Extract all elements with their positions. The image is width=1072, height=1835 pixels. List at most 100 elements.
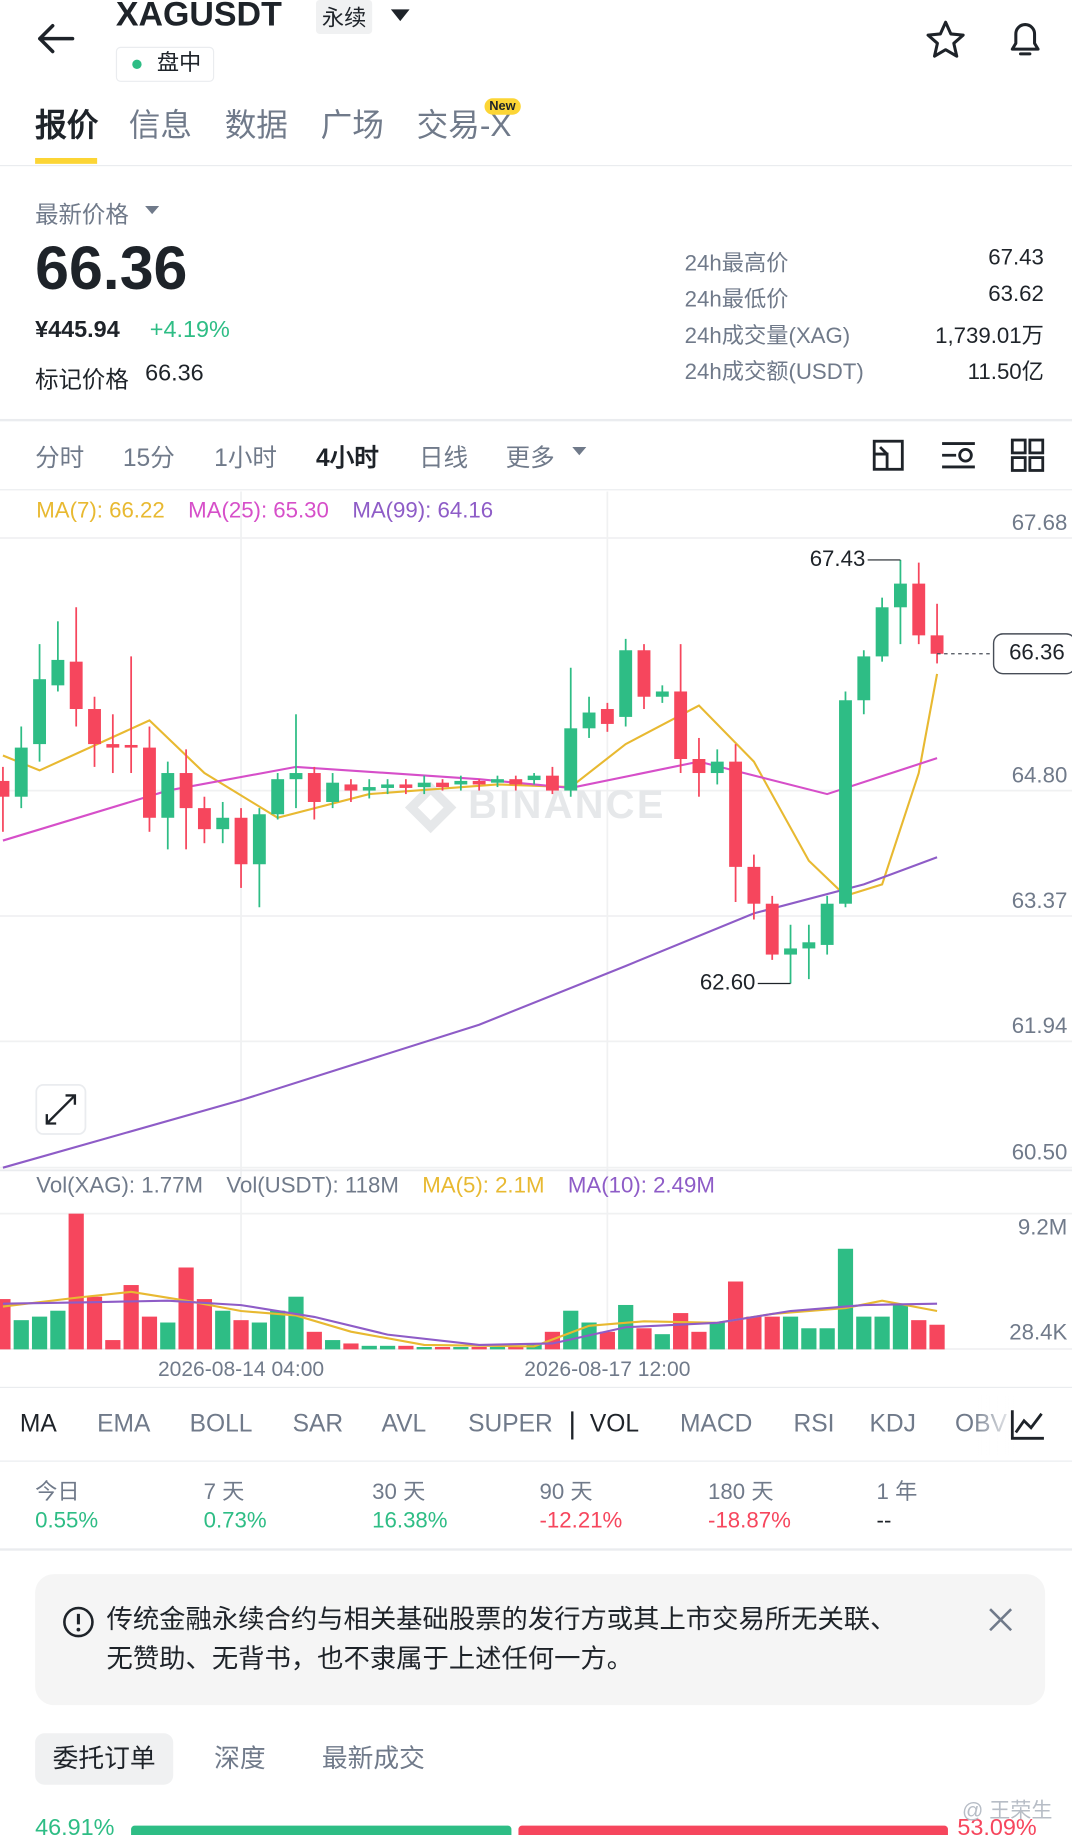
indicator[interactable]: AVL bbox=[381, 1410, 427, 1438]
y-tick-label: 60.50 bbox=[1012, 1140, 1068, 1165]
interval[interactable]: 15分 bbox=[122, 444, 175, 472]
volume-bar bbox=[911, 1320, 927, 1350]
indicator[interactable]: SAR bbox=[292, 1410, 344, 1438]
price-label[interactable]: 最新价格 bbox=[35, 202, 129, 229]
alert-button[interactable] bbox=[1002, 16, 1049, 63]
divider bbox=[0, 1386, 1072, 1388]
candle bbox=[491, 775, 504, 788]
indicator[interactable]: VOL bbox=[589, 1410, 640, 1438]
close-notice[interactable] bbox=[985, 1604, 1015, 1634]
volume-bar bbox=[361, 1345, 377, 1350]
order-tab[interactable]: 委托订单 bbox=[35, 1733, 174, 1785]
expand-button[interactable] bbox=[35, 1083, 87, 1135]
period-label: 今日 bbox=[35, 1480, 80, 1506]
indicator[interactable]: RSI bbox=[793, 1410, 835, 1438]
candle bbox=[912, 562, 926, 645]
volume-bar bbox=[691, 1331, 707, 1350]
period-change: -18.87% bbox=[708, 1508, 791, 1534]
candle bbox=[399, 779, 413, 795]
indicator[interactable]: SUPER bbox=[468, 1410, 553, 1438]
volume-bar bbox=[343, 1343, 359, 1350]
candle-body bbox=[619, 650, 633, 717]
dropdown[interactable] bbox=[389, 7, 412, 23]
candle bbox=[729, 744, 743, 902]
more-dropdown[interactable] bbox=[571, 445, 587, 459]
volume-bar bbox=[837, 1248, 854, 1350]
candle bbox=[747, 854, 761, 920]
candle-body bbox=[362, 787, 376, 791]
interval[interactable]: 4小时 bbox=[315, 444, 379, 472]
volume-bar bbox=[306, 1331, 322, 1350]
legend-entry: Vol(XAG): 1.77M bbox=[36, 1173, 203, 1198]
indicator-settings[interactable] bbox=[1009, 1407, 1046, 1442]
indicator[interactable]: KDJ bbox=[869, 1410, 916, 1438]
interval[interactable]: 更多 bbox=[505, 444, 555, 472]
back-button[interactable] bbox=[33, 21, 80, 56]
period-change: 16.38% bbox=[372, 1508, 448, 1534]
candle bbox=[802, 924, 816, 980]
tab[interactable]: 信息 bbox=[128, 107, 192, 143]
candle-body bbox=[857, 656, 871, 701]
candle-body bbox=[527, 775, 541, 781]
notice-text: 传统金融永续合约与相关基础股票的发行方或其上市交易所无关联、无赞助、无背书，也不… bbox=[106, 1604, 897, 1674]
candle bbox=[124, 656, 138, 774]
candle bbox=[619, 638, 633, 727]
candle-body bbox=[69, 661, 83, 710]
order-tab[interactable]: 最新成交 bbox=[321, 1743, 425, 1774]
stat-label: 24h成交额(USDT) bbox=[684, 360, 864, 386]
period-label: 1 年 bbox=[876, 1480, 918, 1506]
candle bbox=[381, 779, 395, 795]
candle-body bbox=[930, 635, 944, 654]
candle bbox=[564, 667, 578, 797]
candle bbox=[143, 726, 156, 832]
volume-bar bbox=[636, 1328, 652, 1350]
sell-bar bbox=[518, 1825, 948, 1835]
volume-bar bbox=[86, 1296, 103, 1350]
candle bbox=[179, 749, 193, 850]
candle bbox=[857, 650, 871, 715]
legend-entry: MA(7): 66.22 bbox=[36, 497, 164, 522]
candle bbox=[326, 773, 340, 809]
volume-bar bbox=[819, 1328, 835, 1350]
layout-icon[interactable] bbox=[1010, 438, 1045, 473]
tab[interactable]: 广场 bbox=[320, 107, 384, 143]
volume-bar bbox=[288, 1296, 304, 1350]
period-label: 30 天 bbox=[372, 1480, 426, 1506]
contract-badge: 永续 bbox=[315, 0, 373, 34]
indicator[interactable]: EMA bbox=[97, 1410, 151, 1438]
ma-line bbox=[2, 856, 938, 1169]
interval[interactable]: 1小时 bbox=[214, 444, 277, 472]
interval[interactable]: 分时 bbox=[35, 444, 85, 472]
divider bbox=[0, 418, 1072, 422]
candle-body bbox=[197, 808, 211, 830]
candle bbox=[600, 702, 614, 732]
candle-body bbox=[710, 761, 724, 774]
order-tab[interactable]: 深度 bbox=[214, 1743, 266, 1774]
volume-bar bbox=[325, 1340, 341, 1350]
price-dropdown[interactable] bbox=[143, 204, 162, 218]
mark-price: 66.36 bbox=[145, 360, 204, 387]
candle-body bbox=[289, 773, 303, 780]
tab[interactable]: 报价 bbox=[35, 107, 99, 143]
indicator[interactable]: MA bbox=[19, 1410, 57, 1438]
stat-label: 24h最高价 bbox=[684, 251, 789, 277]
candle bbox=[51, 621, 65, 692]
legend-entry: MA(5): 2.1M bbox=[422, 1173, 544, 1198]
settings-icon[interactable] bbox=[940, 438, 977, 473]
interval[interactable]: 日线 bbox=[418, 444, 469, 472]
stat-value: 1,739.01万 bbox=[935, 324, 1044, 349]
candle-body bbox=[14, 747, 28, 797]
tab[interactable]: 数据 bbox=[224, 107, 288, 143]
depth-icon[interactable] bbox=[871, 438, 906, 473]
favorite-button[interactable] bbox=[922, 19, 969, 61]
indicator[interactable]: MACD bbox=[679, 1410, 753, 1438]
volume-bar bbox=[398, 1345, 414, 1350]
period-change: 0.55% bbox=[35, 1508, 99, 1534]
volume-bar bbox=[68, 1213, 84, 1350]
indicator-separator bbox=[571, 1411, 574, 1440]
candle bbox=[417, 775, 431, 795]
candle bbox=[820, 895, 834, 955]
candle-body bbox=[143, 747, 156, 818]
candle bbox=[216, 801, 230, 844]
indicator[interactable]: BOLL bbox=[189, 1410, 253, 1438]
